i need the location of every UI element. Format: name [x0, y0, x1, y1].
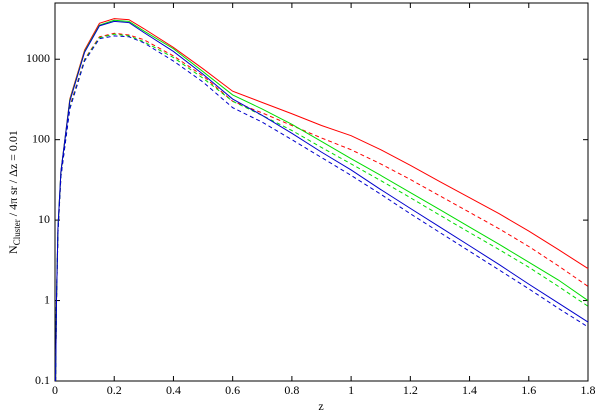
- y-label-main: N: [6, 245, 20, 254]
- x-tick-label: 0.6: [225, 383, 240, 397]
- x-axis-label: z: [318, 399, 323, 413]
- y-label-sub: Cluster: [12, 219, 22, 245]
- y-tick-label: 1000: [26, 51, 50, 65]
- y-tick-label: 1: [44, 292, 50, 306]
- x-tick-label: 0.4: [166, 383, 181, 397]
- x-tick-label: 0.2: [107, 383, 122, 397]
- y-tick-label: 10: [38, 212, 50, 226]
- y-axis-label: NCluster / 4π sr / Δz = 0.01: [6, 130, 22, 254]
- x-tick-label: 1.2: [403, 383, 418, 397]
- series-line: [55, 19, 589, 382]
- series-line: [55, 32, 589, 382]
- series-line: [55, 18, 589, 382]
- x-tick-label: 1.4: [462, 383, 477, 397]
- y-tick-label: 100: [32, 131, 50, 145]
- series-line: [55, 33, 589, 382]
- x-tick-label: 0: [52, 383, 58, 397]
- x-tick-label: 0.8: [284, 383, 299, 397]
- plot-frame: [54, 2, 589, 382]
- series-line: [55, 20, 589, 382]
- y-tick-label: 0.1: [35, 373, 50, 387]
- x-tick-label: 1.8: [581, 383, 596, 397]
- y-label-rest: / 4π sr / Δz = 0.01: [6, 130, 20, 219]
- x-tick-label: 1: [348, 383, 354, 397]
- series-line: [55, 35, 589, 382]
- x-tick-label: 1.6: [521, 383, 536, 397]
